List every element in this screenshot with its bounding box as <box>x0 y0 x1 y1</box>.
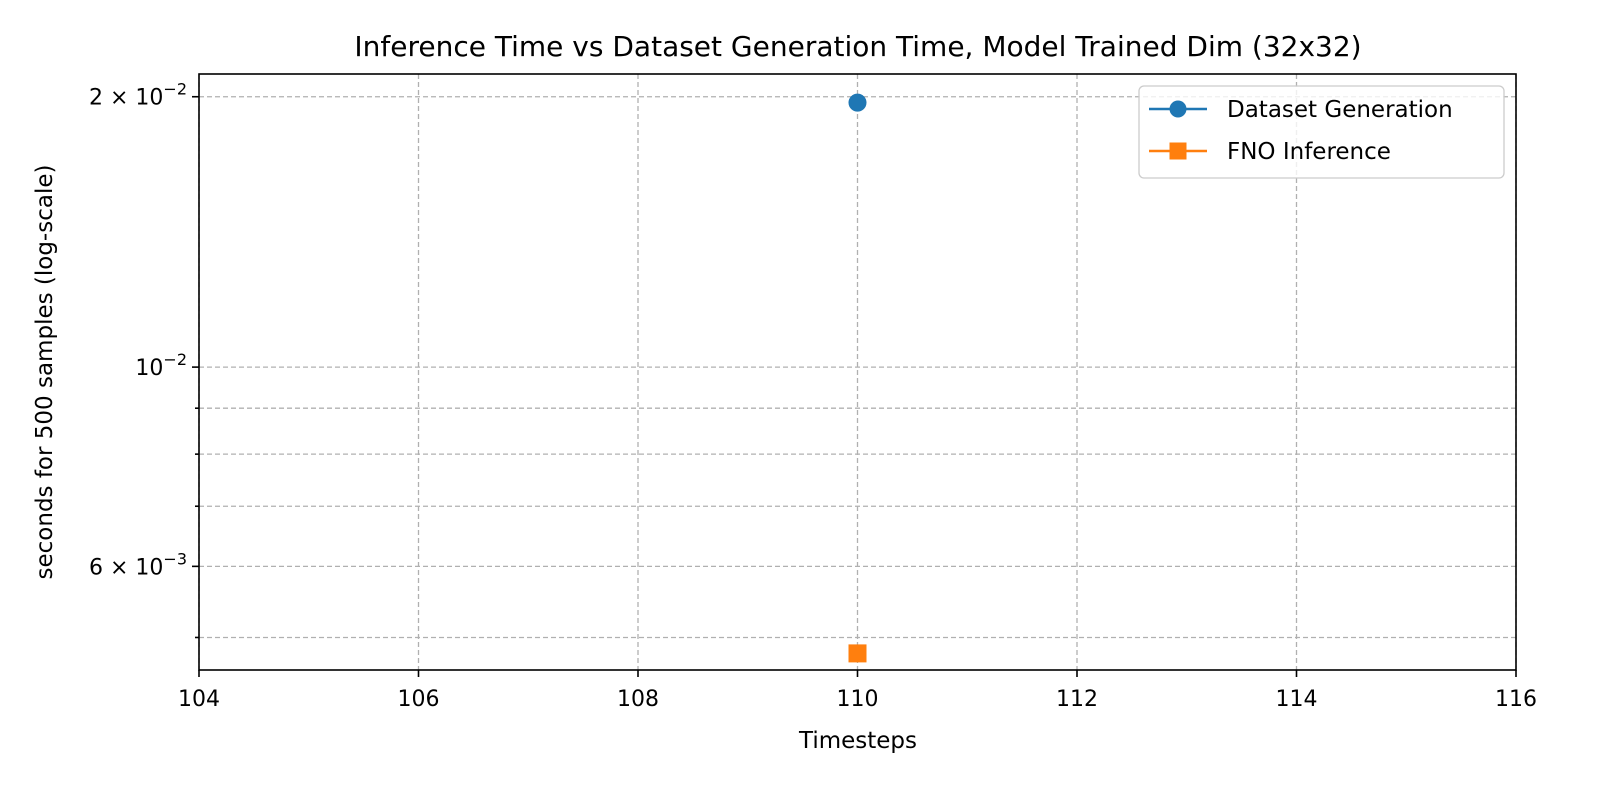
x-tick-label: 110 <box>837 687 879 712</box>
legend: Dataset Generation FNO Inference <box>1138 85 1505 179</box>
legend-marker-fno-inference <box>1169 142 1187 160</box>
legend-box <box>1138 85 1505 179</box>
x-tick-label: 104 <box>178 687 220 712</box>
y-tick-label: 6 × 10−3 <box>89 549 187 580</box>
legend-label-dataset-generation: Dataset Generation <box>1227 97 1453 123</box>
legend-label-fno-inference: FNO Inference <box>1227 139 1391 165</box>
chart-title: Inference Time vs Dataset Generation Tim… <box>354 30 1361 63</box>
x-axis: 104 106 108 110 112 114 116 <box>178 670 1537 712</box>
x-tick-label: 112 <box>1056 687 1098 712</box>
data-marks <box>848 93 867 663</box>
legend-marker-dataset-generation <box>1169 100 1187 118</box>
x-tick-label: 106 <box>398 687 440 712</box>
y-tick-label: 2 × 10−2 <box>89 80 187 111</box>
y-tick-label: 10−2 <box>135 350 187 381</box>
y-axis: 2 × 10−2 10−2 6 × 10−3 <box>89 80 199 639</box>
data-point-dataset-generation <box>848 93 867 112</box>
x-tick-label: 114 <box>1276 687 1318 712</box>
y-axis-label: seconds for 500 samples (log-scale) <box>32 165 58 580</box>
x-tick-label: 116 <box>1495 687 1537 712</box>
data-point-fno-inference <box>848 644 867 663</box>
x-tick-label: 108 <box>617 687 659 712</box>
x-axis-label: Timesteps <box>798 728 917 754</box>
